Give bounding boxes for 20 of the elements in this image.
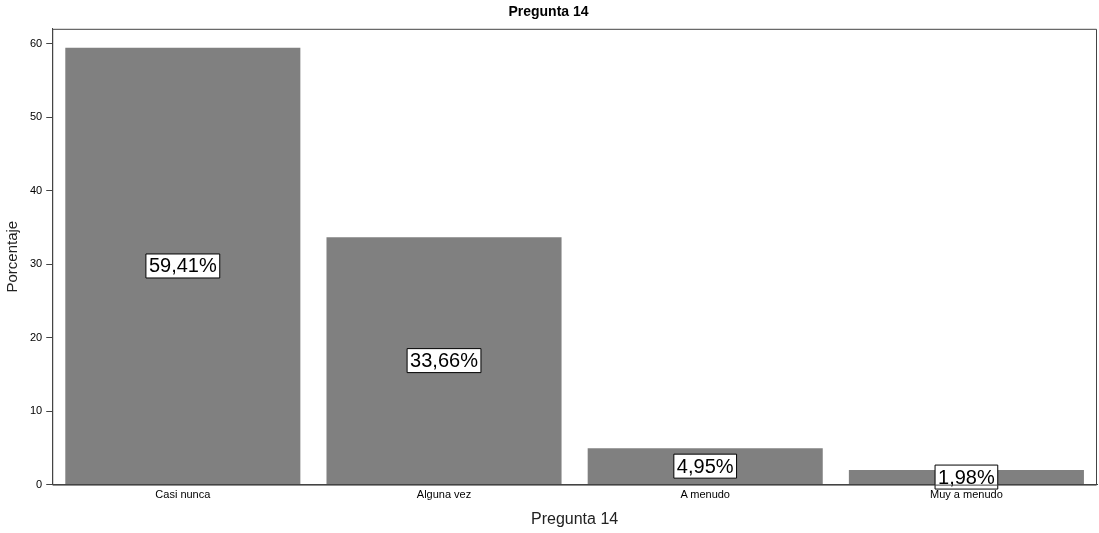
data-label: 59,41%: [148, 254, 217, 277]
data-label: 1,98%: [938, 465, 995, 488]
y-axis-title: Porcentaje: [3, 220, 21, 293]
y-tick-label: 40: [29, 183, 43, 196]
x-axis-title: Pregunta 14: [531, 509, 619, 527]
data-label: 33,66%: [410, 349, 479, 372]
x-tick-label: Muy a menudo: [930, 488, 1003, 501]
x-tick-label: A menudo: [680, 488, 730, 501]
y-tick-label: 0: [36, 477, 43, 490]
y-tick-label: 10: [29, 404, 43, 417]
bar: [65, 47, 301, 485]
y-tick-label: 60: [29, 36, 43, 49]
x-tick-label: Casi nunca: [155, 488, 212, 501]
x-tick-label: Alguna vez: [416, 488, 472, 501]
y-tick-label: 30: [29, 257, 43, 270]
bar: [326, 237, 562, 485]
y-tick-label: 50: [29, 110, 43, 123]
y-tick-label: 20: [29, 330, 43, 343]
data-label: 4,95%: [676, 454, 734, 477]
chart-title: Pregunta 14: [508, 3, 589, 20]
